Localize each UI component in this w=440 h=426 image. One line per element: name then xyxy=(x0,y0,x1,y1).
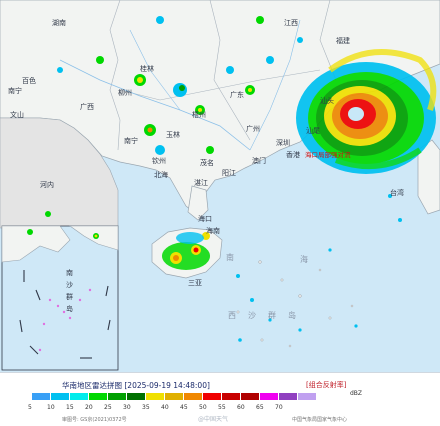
city-label: 香港 xyxy=(286,151,300,159)
city-label: 汕头 xyxy=(320,97,334,105)
scale-tick-label: 15 xyxy=(66,404,74,411)
city-label: 海口 xyxy=(198,215,212,223)
province-label: 广东 xyxy=(230,91,244,99)
hainan-echoes xyxy=(162,232,210,270)
legend-panel: 华南地区雷达拼图 [2025-09-19 14:48:00] [组合反射率] 5… xyxy=(0,372,440,426)
scale-swatch xyxy=(165,393,183,400)
scale-tick-label: 50 xyxy=(199,404,207,411)
inset-label: 南 xyxy=(66,269,73,277)
scale-tick-label: 60 xyxy=(237,404,245,411)
unit-label: dBZ xyxy=(350,390,363,397)
scale-ticks: 5 10 15 20 25 30 35 40 45 50 55 60 65 70 xyxy=(28,404,294,411)
province-label: 广西 xyxy=(80,103,94,111)
province-label: 江西 xyxy=(284,19,298,27)
inset-label: 沙 xyxy=(66,281,73,289)
city-label: 钦州 xyxy=(152,157,166,165)
legend-title: 华南地区雷达拼图 [2025-09-19 14:48:00] xyxy=(62,381,210,390)
island-label: 群 xyxy=(268,311,278,320)
province-label: 湖南 xyxy=(52,19,66,27)
inset-label: 岛 xyxy=(66,305,73,313)
city-label: 澳门 xyxy=(252,157,266,165)
scale-swatch xyxy=(127,393,145,400)
product-type: [组合反射率] xyxy=(306,381,347,389)
scale-tick-label: 40 xyxy=(161,404,169,411)
sea-label: 南 xyxy=(226,253,236,262)
scale-tick-label: 55 xyxy=(218,404,226,411)
watermark: @中国天气 xyxy=(198,416,229,423)
city-label: 广州 xyxy=(246,125,260,133)
inset-echoes xyxy=(27,211,99,239)
river xyxy=(249,19,301,151)
sea-label: 海 xyxy=(300,255,310,264)
scale-swatch xyxy=(70,393,88,400)
scale-tick-label: 65 xyxy=(256,404,264,411)
scale-swatch xyxy=(108,393,126,400)
city-label: 湛江 xyxy=(194,179,208,187)
city-label: 茂名 xyxy=(200,159,214,167)
scale-swatch xyxy=(279,393,297,400)
scale-swatch xyxy=(184,393,202,400)
scale-tick-label: 30 xyxy=(123,404,131,411)
scale-swatch xyxy=(222,393,240,400)
color-scale xyxy=(32,393,317,400)
island-label: 岛 xyxy=(288,311,298,320)
river xyxy=(59,59,251,151)
city-label: 汕尾 xyxy=(306,127,320,135)
province-label: 台湾 xyxy=(390,189,404,197)
map-approval-number: 审图号: GS京(2021)0372号 xyxy=(62,417,127,423)
scale-swatch xyxy=(241,393,259,400)
city-label: 南宁 xyxy=(124,137,138,145)
city-label: 三亚 xyxy=(188,279,202,287)
place-label: 文山 xyxy=(10,111,24,119)
leizhou-peninsula xyxy=(187,185,209,221)
taiwan-island xyxy=(417,139,440,215)
inset-label: 群 xyxy=(66,293,73,301)
island-label: 西 xyxy=(228,311,238,320)
scale-tick-label: 20 xyxy=(85,404,93,411)
city-label: 阳江 xyxy=(222,169,236,177)
river xyxy=(129,29,181,111)
place-label: 河内 xyxy=(40,181,54,189)
province-label: 海南 xyxy=(206,227,220,235)
scale-tick-label: 45 xyxy=(180,404,188,411)
typhoon-annotation: 海口局部强对流 xyxy=(305,151,351,159)
producer-label: 中国气象局国家气象中心 xyxy=(292,417,348,423)
scale-swatch xyxy=(32,393,50,400)
scale-tick-label: 5 xyxy=(28,404,32,411)
scale-swatch xyxy=(203,393,221,400)
scale-swatch xyxy=(298,393,316,400)
city-label: 柳州 xyxy=(118,89,132,97)
scale-tick-label: 35 xyxy=(142,404,150,411)
province-border xyxy=(109,0,121,151)
scale-tick-label: 25 xyxy=(104,404,112,411)
province-label: 福建 xyxy=(336,37,350,45)
sea-echoes xyxy=(236,194,402,342)
scale-swatch xyxy=(51,393,69,400)
inset-land xyxy=(1,225,71,263)
city-label: 梧州 xyxy=(192,111,206,119)
city-label: 桂林 xyxy=(140,65,154,73)
place-label: 南宁 xyxy=(8,87,22,95)
island-label: 沙 xyxy=(248,311,258,320)
typhoon-echo xyxy=(296,49,437,174)
place-label: 百色 xyxy=(22,77,36,85)
island-dots xyxy=(236,260,354,348)
scale-swatch xyxy=(146,393,164,400)
province-border xyxy=(209,0,251,141)
nine-dash-line xyxy=(19,270,111,359)
province-border xyxy=(209,69,321,91)
scale-swatch xyxy=(89,393,107,400)
map-canvas xyxy=(0,0,440,372)
city-label: 深圳 xyxy=(276,139,290,147)
city-label: 玉林 xyxy=(166,131,180,139)
city-label: 北海 xyxy=(154,171,168,179)
convective-echoes xyxy=(57,16,303,155)
scale-tick-label: 70 xyxy=(275,404,283,411)
inset-islands xyxy=(38,288,92,352)
scale-tick-label: 10 xyxy=(47,404,55,411)
scale-swatch xyxy=(260,393,278,400)
